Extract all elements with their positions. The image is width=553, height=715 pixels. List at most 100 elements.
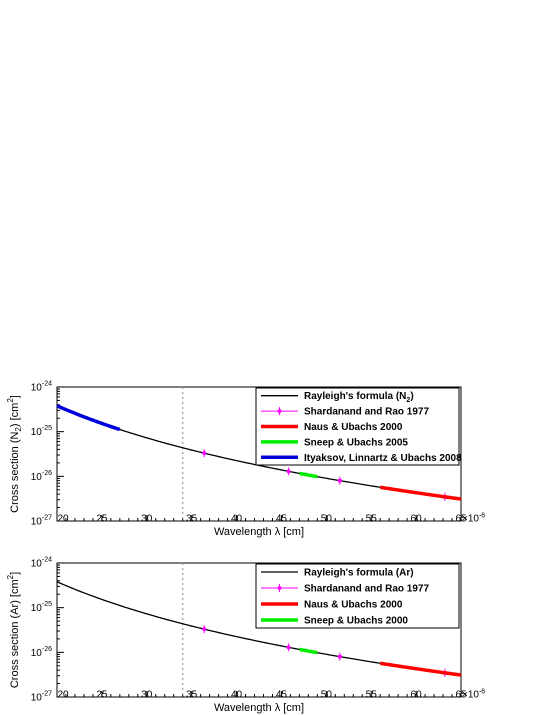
legend-entry-label: Rayleigh's formula (N2) xyxy=(304,391,414,404)
x-tick-label: 60 xyxy=(411,690,423,701)
y-tick-base: 10 xyxy=(31,472,43,483)
x-tick-label: 30 xyxy=(141,514,153,525)
x-exponent-label: ×10-6 xyxy=(462,689,485,701)
legend-entry-label-part: Naus & Ubachs 2000 xyxy=(304,600,403,611)
y-tick-label: 10-27 xyxy=(31,515,52,528)
data-point xyxy=(202,451,207,456)
legend-entry-label-part: ) xyxy=(410,391,413,402)
x-tick-label: 50 xyxy=(321,690,333,701)
y-tick-base: 10 xyxy=(31,383,43,394)
legend: Rayleigh's formula (N2) Shardanand and Ra… xyxy=(255,387,462,466)
x-tick-label: 55 xyxy=(366,514,378,525)
data-point xyxy=(286,469,291,474)
legend-entry-label: Naus & Ubachs 2000 xyxy=(304,422,403,433)
x-axis-title: Wavelength λ [cm] xyxy=(214,702,304,714)
x-tick-label: 65 xyxy=(455,514,467,525)
y-tick-label: 10-25 xyxy=(31,601,52,614)
legend-entry-label-part: Sneep & Ubachs 2005 xyxy=(304,437,408,448)
y-tick-base: 10 xyxy=(31,648,43,659)
legend-entry-label: Sneep & Ubachs 2005 xyxy=(304,437,408,448)
x-tick-label: 30 xyxy=(141,690,153,701)
y-axis-title-part: ) [cm xyxy=(9,403,21,427)
y-tick-base: 10 xyxy=(31,693,43,704)
y-tick-exponent: -24 xyxy=(42,557,52,564)
x-tick-label: 25 xyxy=(96,690,108,701)
legend-entry-label-part: Sneep & Ubachs 2000 xyxy=(304,616,408,627)
y-tick-exponent: -26 xyxy=(42,470,52,477)
legend-entry-label: Naus & Ubachs 2000 xyxy=(304,600,403,611)
legend: Rayleigh's formula (Ar) Shardanand and Ra… xyxy=(255,563,460,629)
legend-entry-label: Rayleigh's formula (Ar) xyxy=(304,568,414,579)
y-axis-title-part: 2 xyxy=(6,574,15,579)
y-tick-exponent: -26 xyxy=(42,646,52,653)
y-tick-label: 10-24 xyxy=(31,381,52,394)
x-axis-title: Wavelength λ [cm] xyxy=(214,526,304,538)
series-band-4 xyxy=(56,404,121,432)
x-tick-label: 35 xyxy=(186,514,198,525)
legend-entry-label: Shardanand and Rao 1977 xyxy=(304,407,429,418)
x-tick-label: 50 xyxy=(321,514,333,525)
y-axis-title: Cross section (N2) [cm2] xyxy=(6,395,23,513)
y-tick-base: 10 xyxy=(31,517,43,528)
chart-panel-2: 20 25 30 35 40 45 50 55 60 65×10-610-2710-2610-25… xyxy=(6,557,485,715)
y-tick-exponent: -25 xyxy=(42,425,52,432)
data-point xyxy=(202,627,207,632)
y-axis-title-part: Cross section (N xyxy=(9,432,21,513)
legend-swatch-marker xyxy=(277,409,282,414)
legend-entry-label-part: Naus & Ubachs 2000 xyxy=(304,422,403,433)
y-axis-title-part: Cross section (Ar) [cm xyxy=(9,579,21,688)
x-exponent-label: ×10-6 xyxy=(462,513,485,525)
x-tick-label: 25 xyxy=(96,514,108,525)
x-exponent-base: ×10 xyxy=(462,690,479,701)
x-tick-label: 35 xyxy=(186,690,198,701)
x-tick-label: 40 xyxy=(231,690,243,701)
y-tick-label: 10-26 xyxy=(31,646,52,659)
x-tick-label: 65 xyxy=(455,690,467,701)
legend-box xyxy=(255,563,460,629)
legend-entry-label-part: Shardanand and Rao 1977 xyxy=(304,407,429,418)
x-tick-label: 40 xyxy=(231,514,243,525)
series-band-2 xyxy=(379,485,462,501)
y-tick-base: 10 xyxy=(31,427,43,438)
x-exponent-power: -6 xyxy=(479,513,485,520)
y-axis-title-part: ] xyxy=(9,572,21,575)
y-axis-title-part: ] xyxy=(9,395,21,398)
data-point xyxy=(286,645,291,650)
y-tick-label: 10-26 xyxy=(31,470,52,483)
legend-entry-label-part: Ityaksov, Linnartz & Ubachs 2008 xyxy=(304,453,462,464)
x-tick-label: 60 xyxy=(411,514,423,525)
y-tick-label: 10-25 xyxy=(31,425,52,438)
chart-panel-1: 20 25 30 35 40 45 50 55 60 65×10-610-2710-2610-25… xyxy=(6,381,485,539)
series-band-3 xyxy=(299,471,318,479)
y-axis-title-part: 2 xyxy=(6,398,15,403)
y-tick-exponent: -27 xyxy=(42,691,52,698)
y-tick-label: 10-27 xyxy=(31,691,52,704)
data-point xyxy=(337,654,342,659)
legend-entry-label-part: Rayleigh's formula (Ar) xyxy=(304,568,414,579)
y-axis-title: Cross section (Ar) [cm2] xyxy=(6,572,21,688)
y-tick-exponent: -25 xyxy=(42,601,52,608)
legend-entry-label-part: Rayleigh's formula (N xyxy=(304,391,406,402)
series-band-2 xyxy=(379,661,462,677)
x-tick-label: 45 xyxy=(276,514,288,525)
x-tick-label: 20 xyxy=(57,690,69,701)
series-band-3 xyxy=(299,647,318,655)
legend-entry-label: Sneep & Ubachs 2000 xyxy=(304,616,408,627)
y-tick-exponent: -27 xyxy=(42,515,52,522)
x-exponent-power: -6 xyxy=(479,689,485,696)
plot-frame xyxy=(56,562,462,698)
y-tick-base: 10 xyxy=(31,559,43,570)
x-exponent-base: ×10 xyxy=(462,514,479,525)
legend-swatch-marker xyxy=(277,586,282,590)
legend-entry-label-part: 2 xyxy=(406,397,410,404)
legend-entry-label: Shardanand and Rao 1977 xyxy=(304,584,429,595)
y-tick-label: 10-24 xyxy=(31,557,52,570)
y-tick-exponent: -24 xyxy=(42,381,52,388)
x-tick-label: 45 xyxy=(276,690,288,701)
legend-entry-label: Ityaksov, Linnartz & Ubachs 2008 xyxy=(304,453,462,464)
y-tick-base: 10 xyxy=(31,603,43,614)
legend-entry-label-part: Shardanand and Rao 1977 xyxy=(304,584,429,595)
x-tick-label: 20 xyxy=(57,514,69,525)
plot-frame xyxy=(56,386,462,522)
